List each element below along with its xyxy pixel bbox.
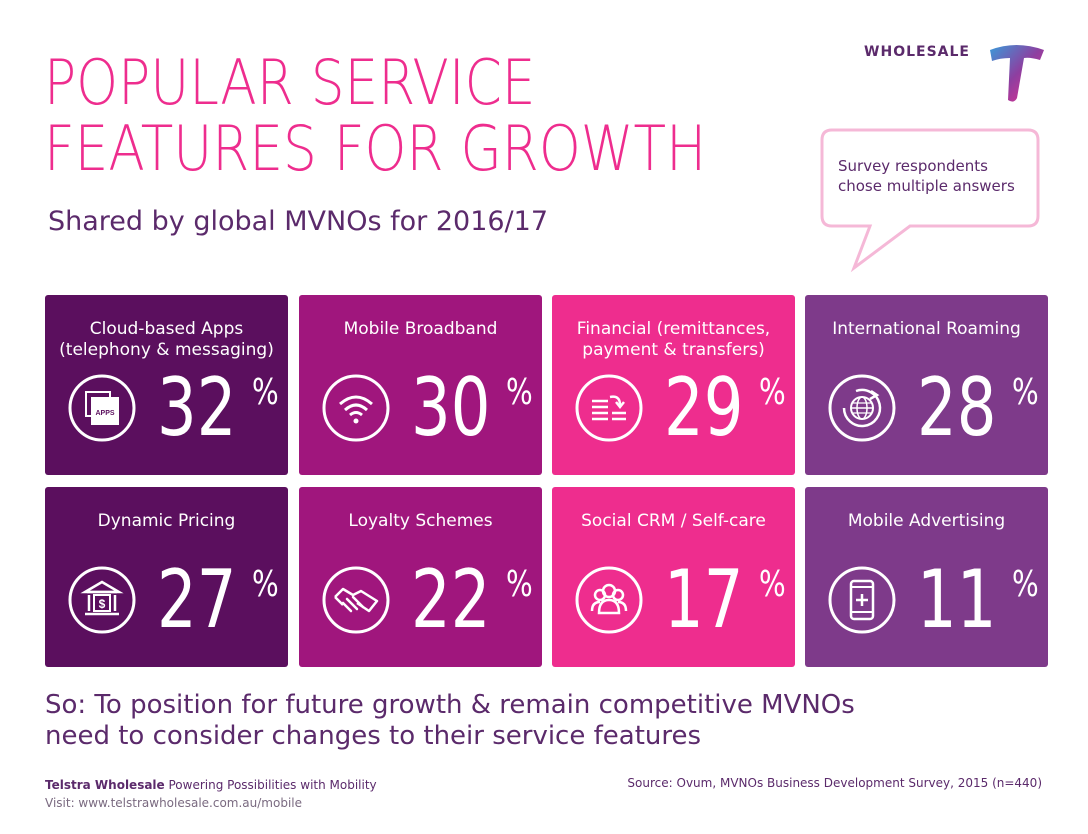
feature-value: 17 (664, 553, 744, 646)
feature-value: 30 (411, 361, 491, 454)
feature-tile: Mobile Advertising 11 % (805, 487, 1048, 667)
feature-unit: % (1012, 372, 1039, 413)
bank-icon: $ (68, 566, 136, 634)
apps-icon: APPS (68, 374, 136, 442)
footer-tagline: Powering Possibilities with Mobility (164, 778, 377, 792)
feature-unit: % (759, 564, 786, 605)
title-line-2: FEATURES FOR GROWTH (44, 112, 707, 185)
feature-label: Mobile Advertising (847, 511, 1006, 531)
feature-tile: Mobile Broadband 30 % (299, 295, 542, 475)
feature-unit: % (506, 564, 533, 605)
feature-value: 11 (917, 553, 997, 646)
feature-unit: % (252, 564, 279, 605)
feature-label: Mobile Broadband (343, 319, 498, 339)
svg-text:$: $ (99, 597, 106, 611)
footer-source: Source: Ovum, MVNOs Business Development… (627, 776, 1042, 790)
feature-tile: Cloud-based Apps (telephony & messaging) … (45, 295, 288, 475)
feature-unit: % (506, 372, 533, 413)
feature-value: 27 (157, 553, 237, 646)
feature-value: 29 (664, 361, 744, 454)
page-subtitle: Shared by global MVNOs for 2016/17 (48, 206, 549, 237)
feature-tile: International Roaming 28 % (805, 295, 1048, 475)
feature-label: Social CRM / Self-care (581, 511, 766, 531)
conclusion-text: So: To position for future growth & rema… (45, 690, 855, 751)
feature-label: International Roaming (832, 319, 1021, 339)
footer-company: Telstra Wholesale (45, 778, 165, 792)
brand-text: WHOLESALE (864, 44, 970, 60)
wifi-icon (322, 374, 390, 442)
phone-ad-icon (828, 566, 896, 634)
speech-bubble (820, 128, 1040, 273)
feature-unit: % (1012, 564, 1039, 605)
globe-icon (828, 374, 896, 442)
transfer-icon (575, 374, 643, 442)
feature-value: 28 (917, 361, 997, 454)
telstra-logo-icon (990, 45, 1044, 102)
feature-label: Financial (remittances, payment & transfe… (576, 319, 771, 360)
brand: WHOLESALE (864, 40, 1048, 110)
footer-credits: Telstra Wholesale Powering Possibilities… (45, 776, 377, 812)
feature-tile: Financial (remittances, payment & transfe… (552, 295, 795, 475)
svg-text:APPS: APPS (95, 410, 114, 417)
handshake-icon (322, 566, 390, 634)
footer-visit-link[interactable]: Visit: www.telstrawholesale.com.au/mobil… (45, 796, 303, 810)
survey-note: Survey respondents chose multiple answer… (838, 157, 1015, 195)
feature-tile: Dynamic Pricing $ 27 % (45, 487, 288, 667)
feature-unit: % (252, 372, 279, 413)
people-icon (575, 566, 643, 634)
feature-tile: Social CRM / Self-care 17 % (552, 487, 795, 667)
feature-unit: % (759, 372, 786, 413)
feature-label: Cloud-based Apps (telephony & messaging) (59, 319, 274, 360)
feature-value: 32 (157, 361, 237, 454)
page-title: POPULAR SERVICE FEATURES FOR GROWTH (44, 46, 707, 185)
title-line-1: POPULAR SERVICE (44, 46, 536, 119)
feature-label: Dynamic Pricing (97, 511, 236, 531)
feature-label: Loyalty Schemes (348, 511, 493, 531)
feature-value: 22 (411, 553, 491, 646)
feature-tile: Loyalty Schemes 22 % (299, 487, 542, 667)
